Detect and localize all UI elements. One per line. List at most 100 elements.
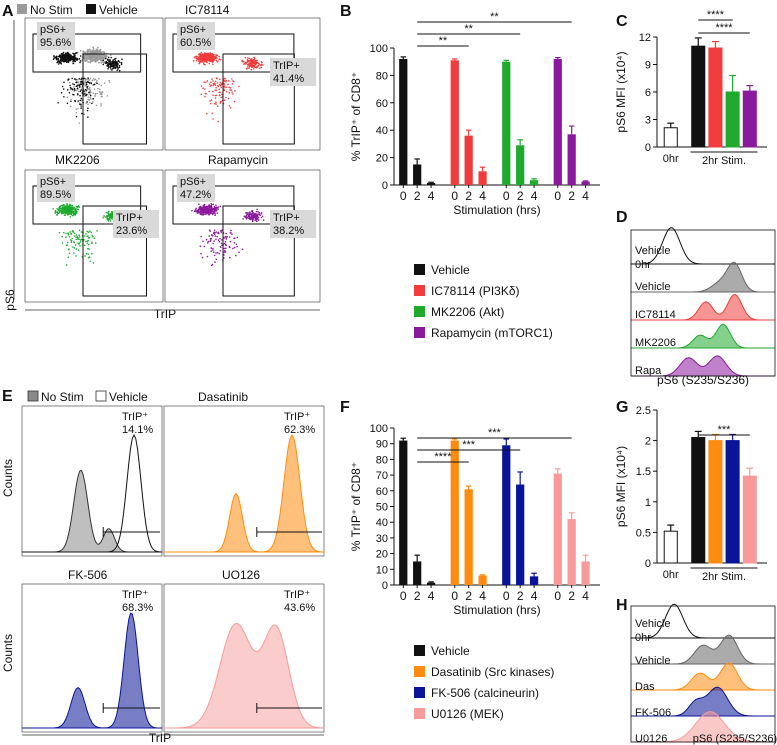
gate-label-bg [270,58,316,86]
flow-dot [216,212,219,214]
flow-dot [231,233,233,236]
flow-dot [89,77,92,80]
e-plot4-title: UO126 [222,568,260,582]
flow-dot [211,78,213,80]
panel-g-label: G [616,399,628,416]
x-axis-label: Stimulation (hrs) [453,203,540,217]
flow-dot [230,232,232,234]
flow-dot [87,103,89,106]
legend-nostim-swatch [17,4,27,14]
hist-label: U0126 [635,733,667,745]
flow-dot [199,54,201,57]
flow-dot [61,57,64,60]
flow-dot [61,85,64,88]
x-tick-label: 0 [451,589,458,603]
flow-dot [198,58,200,61]
histogram [631,603,775,639]
flow-dot [260,64,262,66]
flow-dot [63,231,65,234]
flow-dot [78,242,81,245]
flow-dot [242,218,244,220]
flow-dot [258,212,260,214]
flow-dot [223,251,226,253]
flow-dot [204,55,206,58]
flow-dot [225,232,227,235]
flow-plot-frame [164,17,321,151]
flow-dot [211,58,214,61]
flow-dot [103,215,105,217]
e-legend-nostim-label: No Stim [41,390,84,404]
flow-dot [79,94,81,97]
flow-dot [111,69,113,71]
histogram [631,261,775,293]
flow-dot [202,62,205,64]
flow-dot [221,93,223,96]
flow-dot [68,252,71,255]
flow-dot [243,215,246,218]
flow-dot [209,85,212,87]
y-axis-label: pS6 MFI (x10⁴) [614,51,628,132]
ps6-gate-label: pS6+ [40,24,66,36]
flow-dot [108,215,111,218]
flow-dot [67,56,70,59]
flow-dot [95,81,98,83]
gate-trip [222,53,295,145]
flow-dot [235,243,238,246]
bar [502,445,511,585]
flow-dot [87,247,89,250]
flow-dot [101,91,104,93]
flow-dot [214,80,217,83]
flow-dot [244,61,247,64]
flow-dot [76,87,79,90]
flow-dot [92,48,95,50]
panel-e-label: E [2,388,13,405]
e-legend-vehicle-swatch [95,390,107,402]
flow-dot [80,83,83,86]
flow-dot [216,207,219,210]
flow-plot-frame [24,169,164,303]
y-tick-label: 0.5 [636,527,651,539]
flow-dot [260,66,263,69]
flow-dot [87,253,90,255]
flow-dot [91,242,93,245]
flow-dot [78,86,81,88]
flow-dot [206,54,208,57]
flow-dot [93,83,96,86]
flow-dot [204,88,206,90]
flow-dot [250,65,253,68]
histogram [631,634,775,665]
flow-dot [225,80,227,83]
flow-dot [89,96,91,99]
hist-label: Vehicle [635,655,670,667]
flow-dot [254,59,257,62]
flow-dot [112,67,114,70]
flow-dot [256,217,259,220]
flow-dot [215,59,217,62]
flow-dot [54,212,57,214]
flow-dot [81,112,83,115]
flow-dot [91,59,94,61]
flow-dot [203,58,206,60]
flow-dot [220,58,222,61]
flow-dot [214,261,216,263]
flow-dot [218,83,221,86]
flow-dot [113,62,116,65]
flow-dot [62,55,65,57]
flow-dot [238,85,240,88]
flow-dot [213,58,215,61]
flow-dot [83,244,86,247]
flow-dot [198,60,201,62]
ps6-gate-label: pS6+ [180,24,206,36]
bar [516,145,525,185]
bar [516,484,525,585]
flow-dot [234,90,236,92]
flow-dot [256,216,259,218]
flow-dot [241,248,244,251]
flow-dot [121,58,123,61]
flow-dot [216,235,218,238]
y-tick-label: 10 [376,564,388,576]
flow-dot [84,92,86,95]
flow-dot [253,57,256,60]
x-tick-label: 2 [465,189,472,203]
y-tick-label: 60 [376,486,388,498]
